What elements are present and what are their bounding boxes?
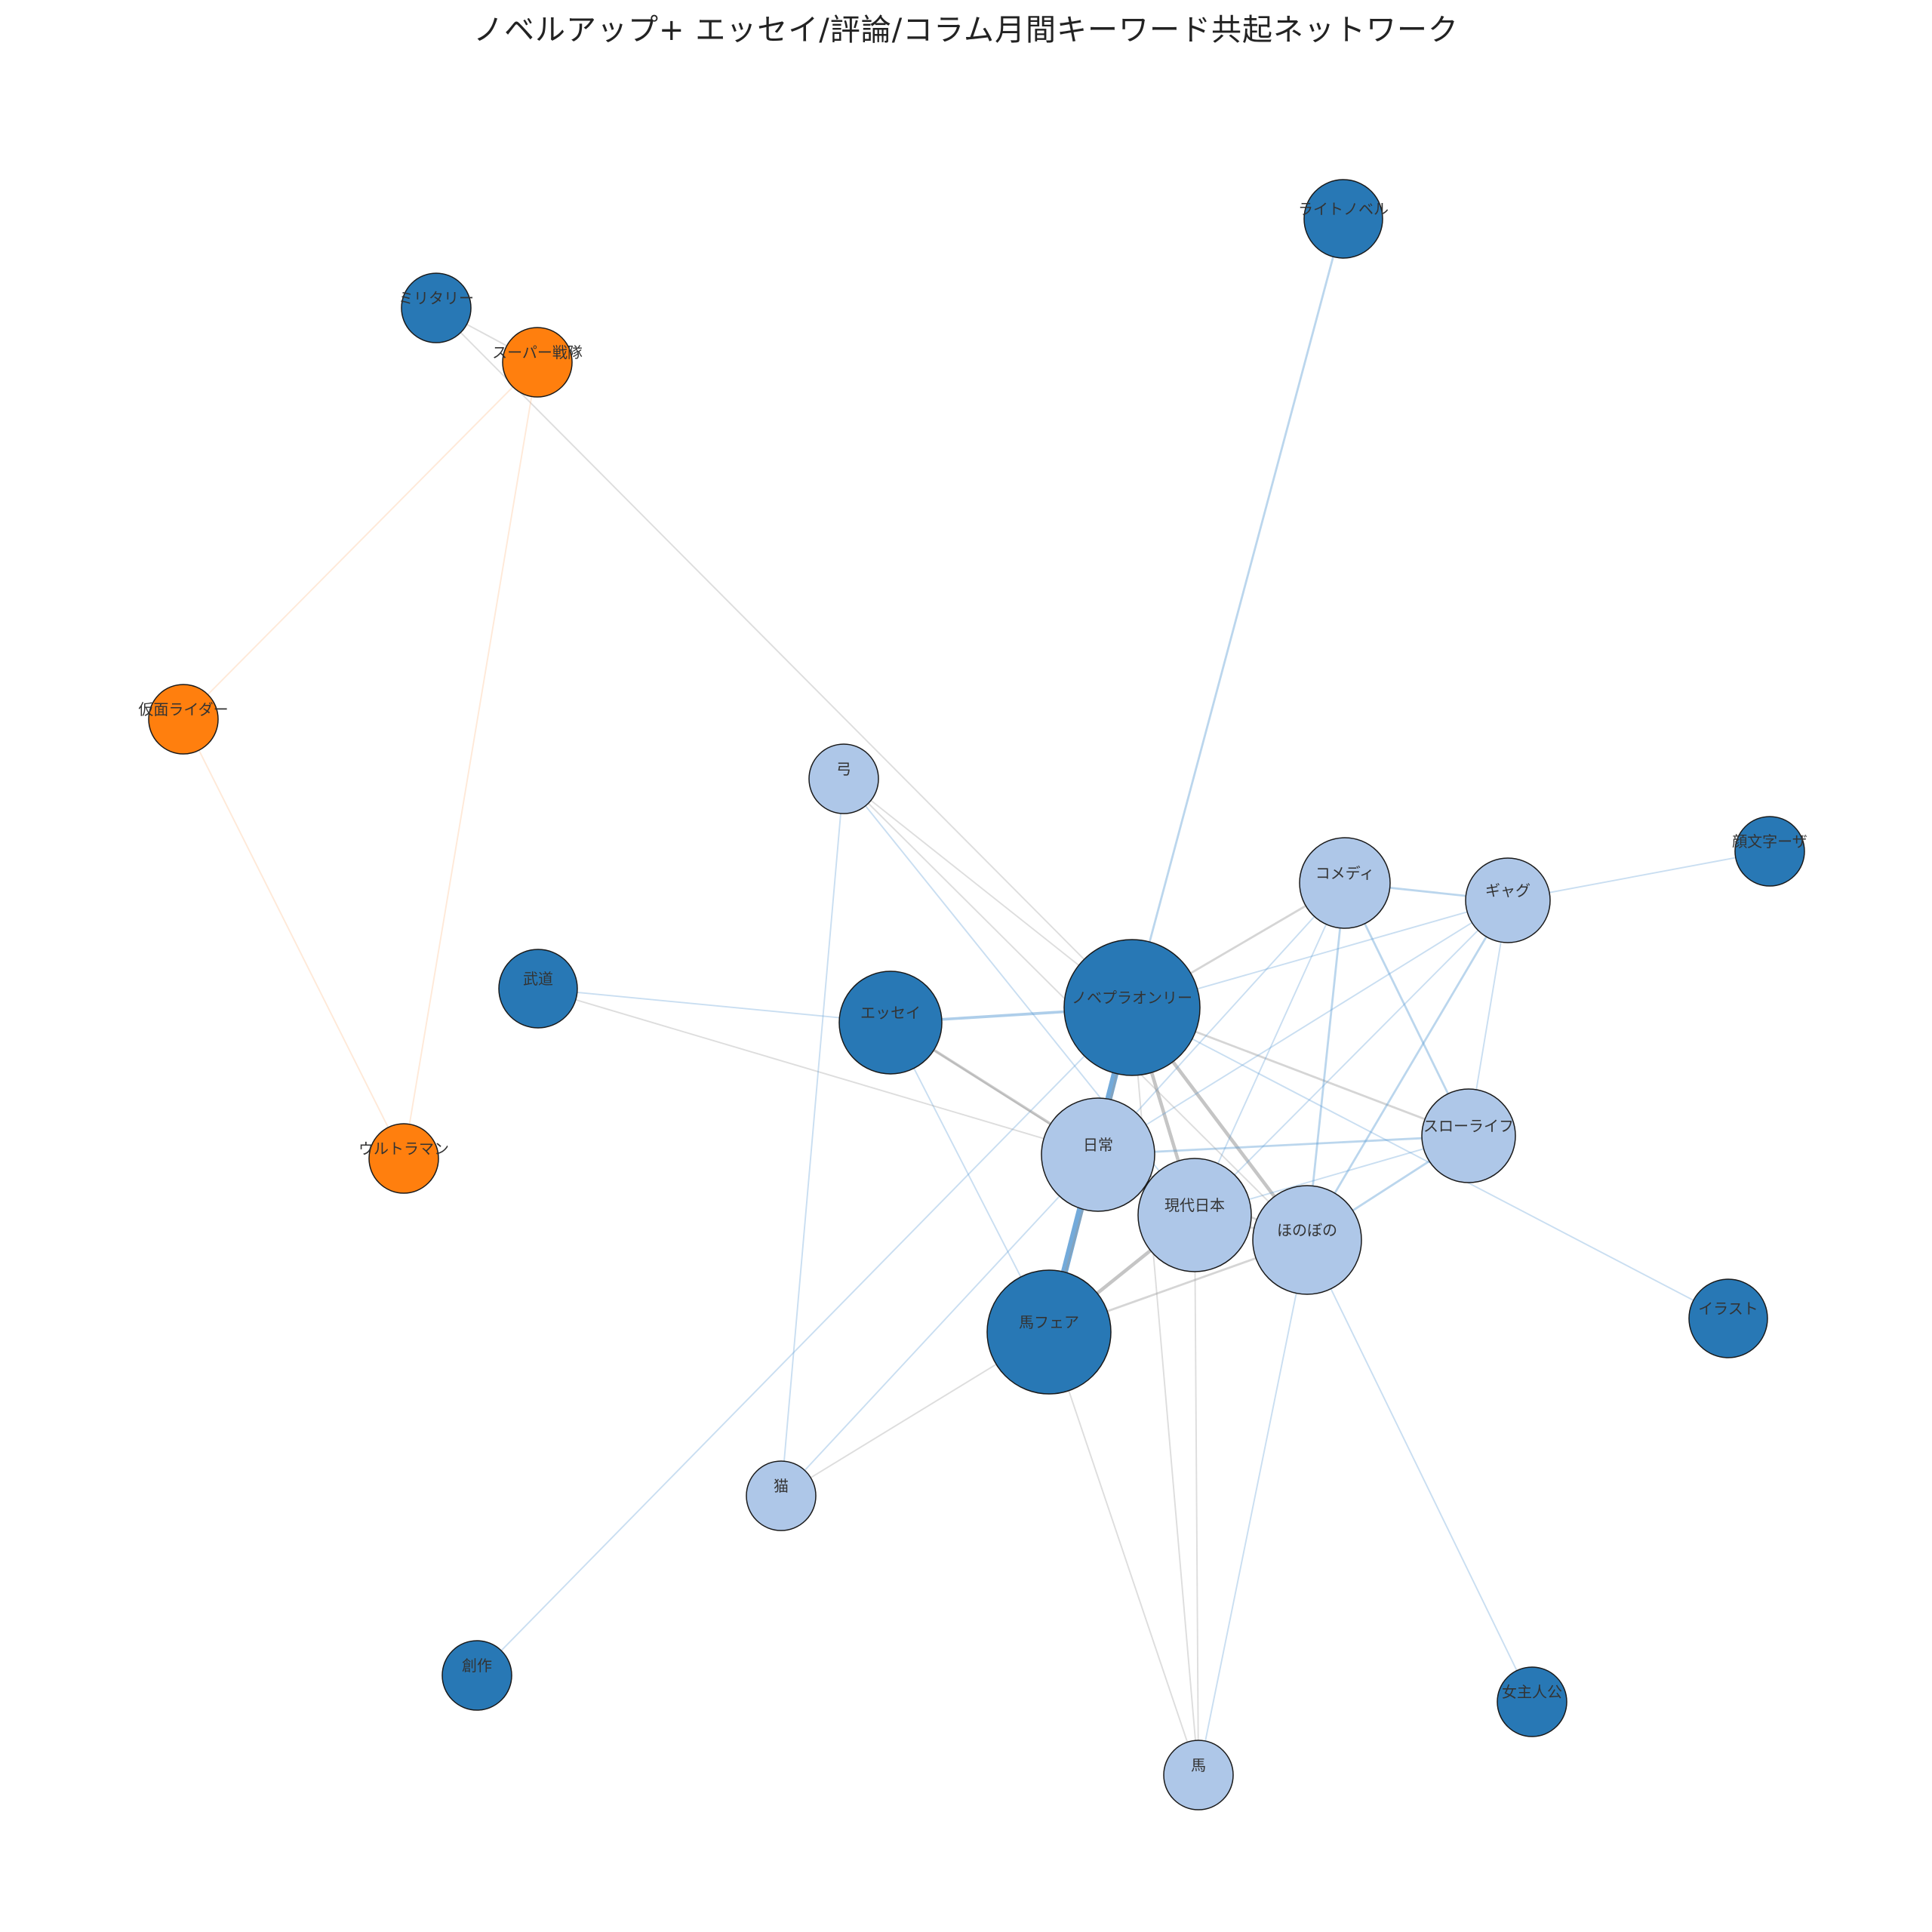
node-budo[interactable]: 武道	[498, 949, 578, 1029]
node-yumi[interactable]: 弓	[808, 743, 879, 814]
node-label-kamen_rider: 仮面ライダー	[138, 700, 228, 718]
node-novel_only[interactable]: ノベプラオンリー	[1063, 939, 1201, 1076]
edge-nichijo-gag	[1097, 900, 1509, 1155]
node-light_novel[interactable]: ライトノベル	[1298, 179, 1389, 259]
node-neko[interactable]: 猫	[746, 1460, 817, 1531]
node-circle-essay	[838, 971, 943, 1075]
edge-nichijo-comedy	[1097, 882, 1346, 1155]
edge-nichijo-neko	[780, 1154, 1099, 1497]
node-circle-illust	[1688, 1278, 1768, 1358]
node-label-ultraman: ウルトラマン	[358, 1140, 449, 1158]
node-sosaku[interactable]: 創作	[441, 1640, 512, 1711]
edge-uma_fair-uma	[1048, 1331, 1199, 1776]
node-circle-gendai	[1137, 1158, 1252, 1272]
node-military[interactable]: ミリタリー	[398, 272, 474, 343]
node-label-comedy: コメディ	[1315, 864, 1375, 882]
node-label-honobono: ほのぼの	[1277, 1221, 1337, 1239]
edge-gag-kaomoji	[1507, 851, 1770, 901]
node-uma[interactable]: 馬	[1163, 1740, 1234, 1810]
node-nichijo[interactable]: 日常	[1041, 1097, 1155, 1212]
node-label-sosaku: 創作	[462, 1657, 492, 1675]
node-gag[interactable]: ギャグ	[1465, 857, 1551, 943]
node-label-essay: エッセイ	[860, 1004, 921, 1022]
node-circle-light_novel	[1303, 179, 1383, 259]
edge-yumi-neko	[780, 778, 844, 1497]
node-circle-gag	[1465, 857, 1551, 943]
edge-novel_only-military	[435, 307, 1133, 1008]
edge-budo-nichijo	[537, 988, 1099, 1155]
node-circle-kamen_rider	[148, 684, 219, 755]
edge-honobono-uma	[1198, 1239, 1308, 1776]
node-label-joshujinko: 女主人公	[1502, 1683, 1562, 1701]
node-label-nichijo: 日常	[1083, 1136, 1113, 1154]
edge-essay-budo	[537, 988, 891, 1023]
edge-gendai-gag	[1194, 900, 1509, 1216]
node-label-uma: 馬	[1191, 1756, 1206, 1774]
node-circle-uma	[1163, 1740, 1234, 1810]
edge-novel_only-sosaku	[476, 1007, 1133, 1676]
node-circle-novel_only	[1063, 939, 1201, 1076]
edge-super_sentai-kamen_rider	[183, 361, 538, 720]
node-circle-honobono	[1252, 1185, 1362, 1295]
node-circle-kaomoji	[1734, 816, 1805, 887]
edge-honobono-comedy	[1306, 882, 1346, 1241]
node-label-light_novel: ライトノベル	[1298, 200, 1389, 218]
node-label-kaomoji: 顔文字ーザ	[1732, 832, 1807, 851]
edge-gendai-uma	[1194, 1214, 1199, 1776]
node-kaomoji[interactable]: 顔文字ーザ	[1732, 816, 1807, 887]
node-label-novel_only: ノベプラオンリー	[1072, 989, 1192, 1007]
node-label-illust: イラスト	[1698, 1300, 1758, 1318]
edge-nichijo-slowlife	[1097, 1134, 1469, 1156]
node-circle-joshujinko	[1497, 1666, 1567, 1737]
node-label-gag: ギャグ	[1485, 881, 1531, 900]
edge-honobono-gag	[1306, 900, 1509, 1241]
node-label-neko: 猫	[774, 1477, 789, 1495]
node-circle-neko	[746, 1460, 817, 1531]
edge-novel_only-light_novel	[1131, 218, 1345, 1008]
node-circle-uma_fair	[986, 1269, 1112, 1395]
node-circle-nichijo	[1041, 1097, 1155, 1212]
node-label-yumi: 弓	[836, 760, 851, 778]
node-circle-ultraman	[368, 1123, 439, 1194]
node-honobono[interactable]: ほのぼの	[1252, 1185, 1362, 1295]
node-circle-budo	[498, 949, 578, 1029]
node-super_sentai[interactable]: スーパー戦隊	[492, 327, 583, 398]
node-label-slowlife: スローライフ	[1423, 1117, 1514, 1135]
node-circle-sosaku	[441, 1640, 512, 1711]
node-circle-military	[401, 272, 472, 343]
node-circle-comedy	[1299, 837, 1391, 929]
node-label-budo: 武道	[523, 970, 553, 988]
node-circle-super_sentai	[502, 327, 573, 398]
page-title: ノベルアップ+ エッセイ/評論/コラム月間キーワード共起ネットワーク	[473, 13, 1459, 48]
node-kamen_rider[interactable]: 仮面ライダー	[138, 684, 229, 755]
edge-layer	[183, 218, 1770, 1776]
node-ultraman[interactable]: ウルトラマン	[358, 1123, 449, 1194]
node-joshujinko[interactable]: 女主人公	[1497, 1666, 1567, 1737]
edge-super_sentai-ultraman	[403, 361, 538, 1159]
edge-honobono-joshujinko	[1306, 1239, 1533, 1703]
node-label-uma_fair: 馬フェア	[1019, 1313, 1079, 1331]
node-gendai[interactable]: 現代日本	[1137, 1158, 1252, 1272]
edge-kamen_rider-ultraman	[183, 718, 405, 1159]
node-comedy[interactable]: コメディ	[1299, 837, 1391, 929]
node-essay[interactable]: エッセイ	[838, 971, 943, 1075]
node-circle-slowlife	[1421, 1088, 1516, 1183]
node-label-military: ミリタリー	[398, 289, 474, 307]
node-circle-yumi	[808, 743, 879, 814]
node-label-gendai: 現代日本	[1164, 1196, 1225, 1214]
edge-gendai-comedy	[1194, 882, 1346, 1216]
node-slowlife[interactable]: スローライフ	[1421, 1088, 1516, 1183]
node-label-super_sentai: スーパー戦隊	[492, 343, 583, 361]
node-uma_fair[interactable]: 馬フェア	[986, 1269, 1112, 1395]
node-illust[interactable]: イラスト	[1688, 1278, 1768, 1358]
